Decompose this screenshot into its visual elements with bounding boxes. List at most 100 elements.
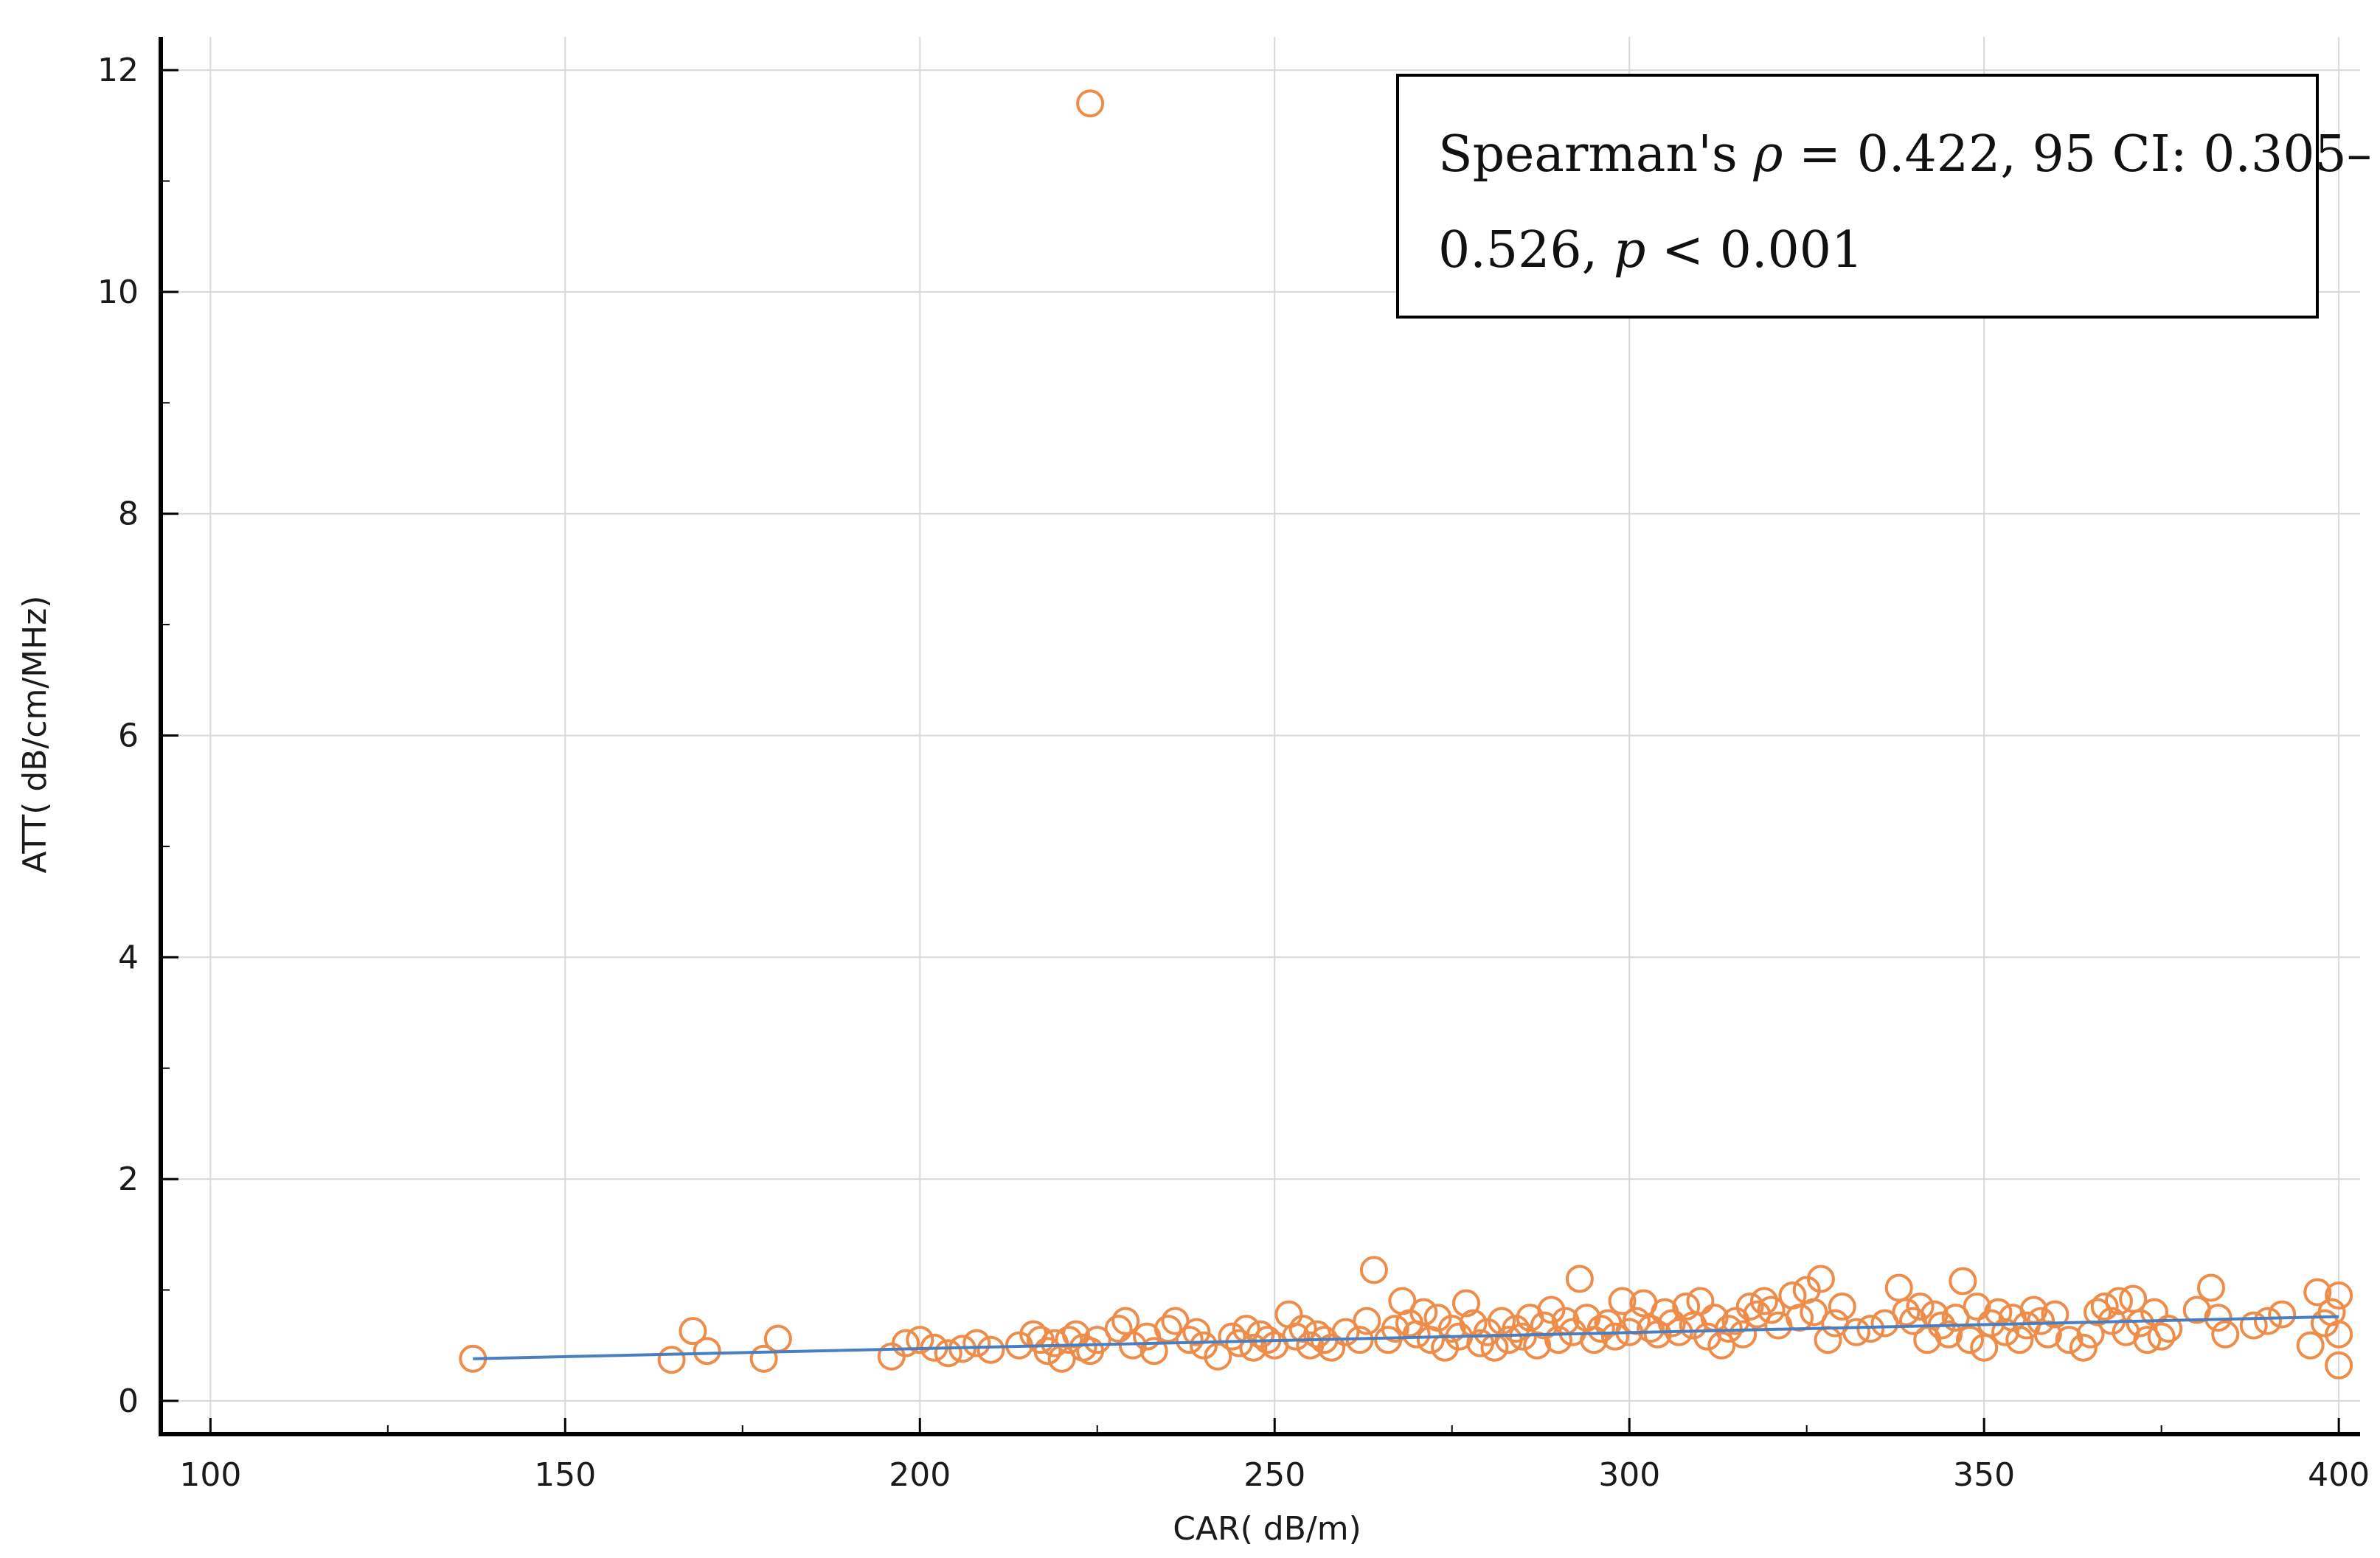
data-point [679,1317,707,1346]
data-point [1672,1293,1701,1321]
annotation-line-1-a: Spearman's [1438,125,1753,184]
annotation-line-2: 0.526, p < 0.001 [1438,221,1863,279]
data-point [2211,1320,2240,1349]
data-point [1906,1293,1935,1321]
data-point [2296,1331,2325,1360]
x-axis-label: CAR( dB/m) [1173,1510,1361,1548]
ticks: 100 150 200 250 300 350 400 0 2 4 6 8 10 12 [97,52,2370,1494]
data-point [1955,1326,1984,1354]
data-point [1991,1318,2020,1346]
fit-line-group [473,1315,2339,1360]
data-point [1586,1315,1615,1343]
data-point [2104,1287,2133,1315]
data-point [1381,1315,1409,1343]
x-tick-label: 350 [1953,1456,2015,1494]
data-point [1530,1311,1558,1340]
data-point [1935,1320,1963,1349]
data-point [1735,1293,1764,1321]
data-point [2239,1311,2268,1340]
data-point [2084,1298,2112,1326]
x-tick-label: 200 [889,1456,951,1494]
annotation-box [1396,74,2319,319]
data-point [1488,1307,1516,1335]
y-tick-label: 6 [118,717,139,755]
data-point [976,1335,1005,1364]
annotation-p: p [1614,221,1646,279]
data-point [1749,1287,1778,1315]
data-point [1657,1309,1686,1338]
data-point [1608,1287,1637,1315]
annotation-line-1-b: = 0.422, 95 CI: 0.305– [1783,125,2371,184]
data-point [1884,1273,1913,1302]
data-point [1218,1322,1246,1351]
data-point [962,1329,991,1357]
y-tick-label: 2 [118,1161,139,1198]
data-point [2041,1300,2070,1329]
data-point [2325,1320,2353,1349]
annotation-line-2-b: < 0.001 [1645,221,1863,279]
y-tick-label: 4 [118,939,139,976]
data-point [1806,1265,1835,1293]
data-point [1076,89,1105,118]
data-point [1941,1304,1970,1332]
data-point [906,1326,934,1354]
y-axis-label: ATT( dB/cm/MHz) [16,596,54,874]
x-tick-label: 300 [1598,1456,1660,1494]
data-point [1828,1293,1856,1321]
data-point [2303,1278,2332,1307]
data-point [2147,1322,2176,1351]
data-point [2268,1300,2297,1329]
data-point [1870,1309,1899,1338]
y-tick-label: 10 [97,274,139,311]
data-point [1111,1307,1140,1335]
data-point [1565,1265,1594,1293]
data-point [1083,1326,1111,1354]
data-point [1175,1326,1204,1354]
data-point [1707,1331,1736,1360]
data-point [1182,1318,1211,1346]
data-point [1061,1320,1090,1349]
y-tick-label: 8 [118,495,139,533]
data-point [1637,1315,1665,1343]
data-point [1104,1315,1133,1343]
data-point [1437,1315,1466,1343]
data-point [2253,1307,2282,1335]
data-point [892,1329,920,1357]
annotation-line-2-a: 0.526, [1438,221,1614,279]
data-point [2133,1326,2162,1354]
data-point [1033,1337,1062,1366]
data-point [1757,1296,1786,1324]
x-tick-label: 250 [1243,1456,1305,1494]
data-point [1282,1322,1311,1351]
data-point [1949,1267,1977,1296]
data-point [2154,1315,2183,1343]
stats-annotation: Spearman's ρ = 0.422, 95 CI: 0.305– 0.52… [1396,74,2372,319]
data-point [1743,1300,1772,1329]
data-point [1786,1304,1814,1332]
data-point [1800,1298,1828,1326]
data-point [1055,1326,1083,1354]
x-tick-label: 100 [179,1456,241,1494]
data-point [1686,1287,1715,1315]
data-point [693,1337,721,1366]
x-tick-label: 400 [2308,1456,2370,1494]
data-point [657,1346,686,1374]
data-point [2027,1307,2055,1335]
data-point [1544,1326,1573,1354]
data-point [763,1324,792,1353]
data-point [1963,1293,1991,1321]
data-point [1139,1337,1168,1366]
data-point [2090,1293,2119,1321]
fit-line [473,1315,2339,1360]
y-tick-label: 0 [118,1383,139,1420]
data-point [1409,1298,1438,1326]
data-point [2196,1273,2225,1302]
data-point [1898,1307,1927,1335]
data-point [2325,1351,2353,1380]
data-point [2055,1326,2084,1354]
data-point [1331,1318,1360,1346]
data-point [1317,1333,1346,1362]
data-point [749,1344,778,1373]
data-point [1600,1322,1629,1351]
